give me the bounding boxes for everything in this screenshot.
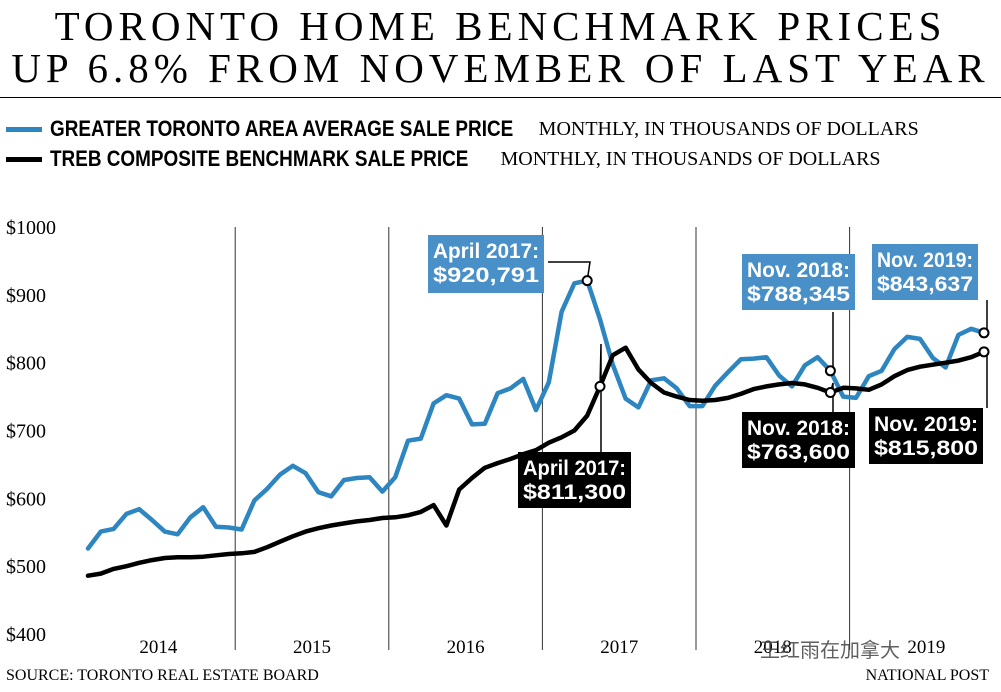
annotation-label: $763,600 (747, 441, 850, 464)
annotation-leader (829, 312, 834, 372)
x-year-label: 2015 (293, 637, 331, 658)
annotation-leader (983, 347, 988, 408)
legend-entry-treb-benchmark: TREB COMPOSITE BENCHMARK SALE PRICE MONT… (6, 144, 881, 174)
legend-series-name: GREATER TORONTO AREA AVERAGE SALE PRICE (50, 116, 514, 141)
credit-note: NATIONAL POST (865, 667, 989, 684)
y-tick-label: $900 (6, 285, 46, 307)
x-year-label: 2019 (907, 637, 945, 658)
x-year-label: 2016 (447, 637, 485, 658)
annotation-marker (824, 387, 836, 399)
annotation-label: $811,300 (523, 481, 626, 504)
legend-entry-gta-average: GREATER TORONTO AREA AVERAGE SALE PRICE … (6, 114, 919, 144)
annotation-box (869, 408, 983, 464)
annotation-leader (599, 343, 602, 452)
y-tick-label: $500 (6, 556, 46, 578)
annotation-label: $920,791 (433, 264, 539, 287)
annotation-label: April 2017: (523, 457, 626, 480)
watermark: 王红雨在加拿大 (760, 638, 900, 662)
y-tick-label: $600 (6, 488, 46, 510)
annotation-label: $788,345 (747, 283, 850, 306)
chart-title-line-2: UP 6.8% FROM NOVEMBER OF LAST YEAR (11, 45, 990, 91)
series-line-gta-average (85, 278, 987, 551)
annotation-label: April 2017: (433, 240, 539, 263)
annotation-marker (581, 275, 593, 287)
legend-series-name: TREB COMPOSITE BENCHMARK SALE PRICE (50, 146, 469, 171)
y-tick-label: $700 (6, 421, 46, 443)
annotation-box (518, 452, 631, 508)
legend-swatch-blue (6, 126, 42, 132)
x-year-label: 2014 (139, 637, 178, 658)
x-year-label: 2017 (600, 637, 638, 658)
annotation-label: $815,800 (874, 437, 978, 460)
annotation-label: Nov. 2018: (747, 259, 850, 282)
legend-swatch-black (6, 156, 42, 162)
annotation-marker (978, 327, 990, 339)
y-tick-label: $400 (6, 624, 46, 646)
chart-title-line-1: TORONTO HOME BENCHMARK PRICES (54, 3, 947, 49)
source-note: SOURCE: TORONTO REAL ESTATE BOARD (6, 667, 319, 684)
annotation-leader (548, 261, 591, 281)
annotation-box (872, 244, 978, 300)
annotation-marker (978, 346, 990, 358)
annotation-label: $843,637 (877, 273, 973, 296)
annotation-label: Nov. 2019: (877, 249, 973, 272)
annotation-label: Nov. 2019: (874, 413, 978, 436)
y-tick-label: $800 (6, 353, 46, 375)
annotation-marker (594, 380, 606, 392)
title-divider (0, 97, 1001, 98)
x-year-label: 2018 (754, 637, 792, 658)
annotation-marker (824, 365, 836, 377)
annotation-box (428, 235, 544, 293)
legend-series-desc: MONTHLY, IN THOUSANDS OF DOLLARS (500, 147, 881, 170)
annotation-box (742, 412, 855, 468)
legend-series-desc: MONTHLY, IN THOUSANDS OF DOLLARS (538, 117, 919, 140)
y-tick-label: $1000 (6, 217, 56, 239)
annotation-box (742, 254, 855, 310)
annotation-label: Nov. 2018: (747, 417, 850, 440)
